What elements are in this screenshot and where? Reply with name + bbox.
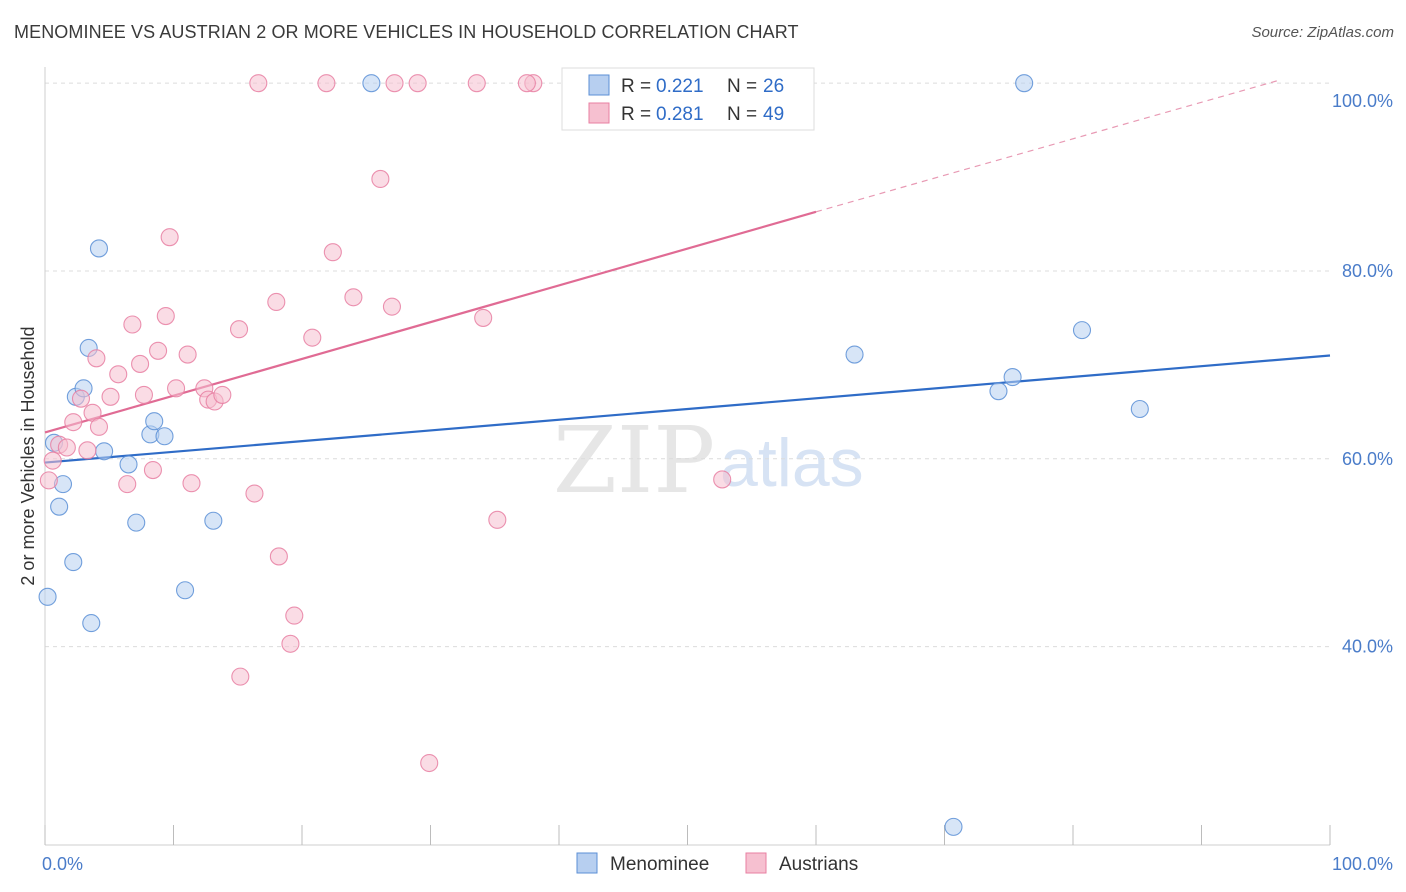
point-austrians bbox=[182, 474, 201, 493]
point-austrians bbox=[123, 315, 142, 334]
point-austrians bbox=[57, 438, 76, 457]
point-menominee bbox=[95, 442, 114, 461]
point-menominee bbox=[176, 581, 195, 600]
point-austrians bbox=[213, 385, 232, 404]
point-menominee bbox=[989, 382, 1008, 401]
point-menominee bbox=[845, 345, 864, 364]
point-menominee bbox=[944, 817, 963, 836]
point-menominee bbox=[119, 455, 138, 474]
bottom-legend-swatch-menominee bbox=[576, 852, 598, 874]
legend-r-value: 0.221 bbox=[656, 76, 704, 97]
legend-n-value: 49 bbox=[763, 104, 784, 125]
chart-title: MENOMINEE VS AUSTRIAN 2 OR MORE VEHICLES… bbox=[14, 22, 799, 42]
point-austrians bbox=[87, 349, 106, 368]
point-austrians bbox=[131, 354, 150, 373]
point-menominee bbox=[50, 497, 69, 516]
point-menominee bbox=[64, 553, 83, 572]
point-menominee bbox=[362, 74, 381, 93]
point-austrians bbox=[371, 169, 390, 189]
point-austrians bbox=[382, 297, 402, 316]
point-austrians bbox=[109, 365, 128, 384]
legend-r-label: R = bbox=[621, 104, 651, 125]
point-austrians bbox=[134, 385, 153, 404]
y-tick-label: 40.0% bbox=[1342, 637, 1393, 657]
point-austrians bbox=[317, 74, 336, 93]
point-menominee bbox=[1003, 368, 1022, 387]
point-austrians bbox=[143, 460, 162, 480]
point-menominee bbox=[145, 412, 164, 431]
legend-r-value: 0.281 bbox=[656, 104, 704, 125]
point-menominee bbox=[204, 511, 223, 530]
legend-swatch-menominee bbox=[588, 74, 610, 96]
point-austrians bbox=[408, 74, 427, 93]
point-austrians bbox=[101, 387, 120, 406]
zipatlas-watermark: ZIP atlas bbox=[553, 407, 864, 514]
watermark-zip-text: ZIP bbox=[553, 407, 715, 514]
bottom-legend-label-menominee: Menominee bbox=[610, 854, 709, 875]
legend-swatch-austrians bbox=[588, 102, 610, 124]
legend-n-value: 26 bbox=[763, 76, 784, 97]
point-austrians bbox=[385, 74, 404, 93]
point-austrians bbox=[303, 328, 322, 347]
point-menominee bbox=[38, 587, 57, 606]
tick-labels: 40.0% 60.0% 80.0% 100.0% 0.0% 100.0% bbox=[42, 91, 1393, 874]
legend-n-label: N = bbox=[727, 76, 757, 97]
bottom-legend-swatch-austrians bbox=[745, 852, 767, 874]
point-austrians bbox=[149, 341, 168, 360]
point-austrians bbox=[467, 74, 486, 93]
y-tick-label: 80.0% bbox=[1342, 261, 1393, 281]
point-austrians bbox=[39, 471, 58, 490]
legend: R = 0.221 N = 26 R = 0.281 N = 49 bbox=[561, 67, 815, 131]
point-menominee bbox=[127, 513, 146, 532]
point-austrians bbox=[156, 306, 175, 326]
point-austrians bbox=[474, 308, 493, 327]
point-austrians bbox=[249, 74, 268, 93]
point-austrians bbox=[89, 417, 109, 436]
y-tick-label: 100.0% bbox=[1332, 91, 1393, 111]
point-austrians bbox=[231, 667, 250, 686]
y-tick-label: 60.0% bbox=[1342, 449, 1393, 469]
chart-source: Source: ZipAtlas.com bbox=[1251, 24, 1394, 41]
point-austrians bbox=[78, 441, 97, 460]
point-austrians bbox=[281, 634, 300, 653]
point-menominee bbox=[1072, 321, 1092, 340]
trendline-extension-austrians bbox=[815, 79, 1279, 213]
point-austrians bbox=[420, 753, 439, 773]
legend-n-label: N = bbox=[727, 104, 757, 125]
point-austrians bbox=[118, 475, 137, 494]
point-menominee bbox=[89, 239, 109, 258]
point-austrians bbox=[323, 243, 342, 262]
point-austrians bbox=[713, 470, 732, 489]
watermark-atlas-text: atlas bbox=[720, 425, 864, 501]
trendline-menominee bbox=[44, 354, 1331, 464]
x-tick-label: 100.0% bbox=[1332, 854, 1393, 874]
point-menominee bbox=[82, 614, 101, 633]
data-points bbox=[38, 74, 1149, 836]
point-austrians bbox=[269, 547, 288, 566]
point-menominee bbox=[155, 427, 174, 446]
x-tick-label: 0.0% bbox=[42, 854, 83, 874]
point-austrians bbox=[43, 451, 62, 470]
bottom-legend: Menominee Austrians bbox=[576, 852, 858, 875]
point-austrians bbox=[344, 288, 363, 307]
point-menominee bbox=[1015, 74, 1034, 93]
point-austrians bbox=[229, 320, 249, 339]
point-austrians bbox=[64, 413, 83, 432]
point-austrians bbox=[517, 74, 536, 93]
point-austrians bbox=[167, 379, 186, 398]
legend-r-label: R = bbox=[621, 76, 651, 97]
point-austrians bbox=[178, 345, 197, 364]
point-austrians bbox=[71, 389, 91, 408]
point-austrians bbox=[267, 292, 286, 312]
point-austrians bbox=[245, 484, 264, 503]
bottom-legend-label-austrians: Austrians bbox=[779, 854, 858, 875]
gridlines bbox=[45, 82, 1330, 648]
point-austrians bbox=[488, 510, 507, 529]
point-menominee bbox=[1130, 399, 1149, 419]
point-austrians bbox=[160, 228, 179, 247]
point-austrians bbox=[285, 606, 304, 625]
y-axis-title: 2 or more Vehicles in Household bbox=[18, 326, 38, 585]
